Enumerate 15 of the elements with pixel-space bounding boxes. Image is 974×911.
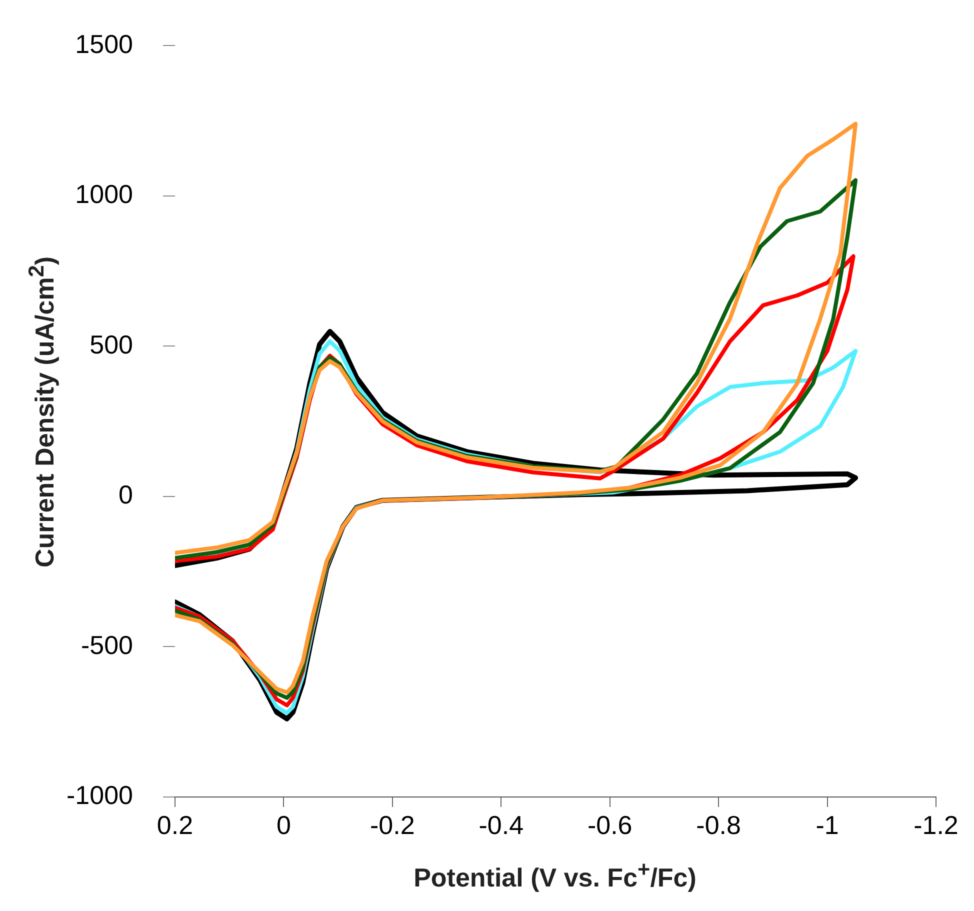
y-tick-label: 1000	[75, 179, 133, 210]
x-tick-label: -1.2	[914, 810, 958, 840]
x-tick-label: -0.2	[370, 810, 415, 840]
y-tick-label: 500	[90, 329, 133, 360]
x-tick-label: -0.4	[478, 810, 524, 840]
x-tick-label: 0.2	[156, 810, 194, 840]
x-tick-label: -0.6	[587, 810, 632, 840]
y-tick-label: -500	[80, 630, 133, 660]
x-axis-title: Potential (V vs. Fc$^{+}$/Fc)	[414, 856, 696, 894]
x-tick-label: -0.8	[696, 810, 741, 840]
x-tick-label: -1	[816, 810, 839, 840]
y-tick-label: 1500	[75, 28, 133, 59]
y-tick-label: -1000	[66, 780, 133, 810]
x-tick-label: 0	[276, 810, 291, 840]
y-tick-label: 0	[118, 480, 133, 510]
